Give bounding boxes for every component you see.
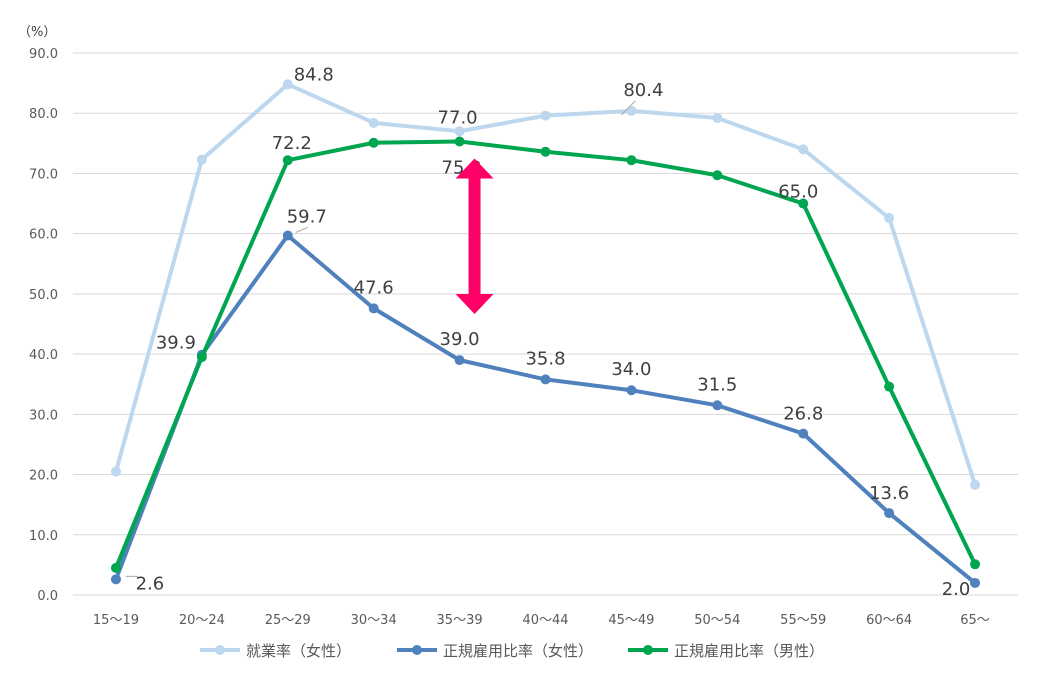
data-point (884, 508, 895, 519)
series-line (114, 82, 977, 486)
y-tick-label: 60.0 (29, 228, 58, 243)
series-regular-employment-male (110, 136, 981, 573)
label-leader-line (295, 227, 308, 233)
y-tick-label: 0.0 (37, 589, 58, 604)
x-axis-ticks: 15〜19 20〜24 25〜29 30〜34 35〜39 40〜44 45〜49 50〜54… (93, 613, 990, 628)
series-regular-employment-female (110, 230, 981, 588)
data-label-layer: 84.8 77.0 80.4 2.6 39.9 59.7 47.6 39.0 35.8 34.0 3… (125, 64, 971, 600)
data-label: 35.8 (525, 348, 565, 369)
data-point (368, 303, 379, 314)
data-label: 77.0 (438, 107, 478, 128)
y-axis-ticks: 0.0 10.0 20.0 30.0 40.0 50.0 60.0 70.0 80.0 90.0 (29, 47, 58, 604)
data-point (368, 137, 379, 148)
data-point (884, 381, 895, 392)
legend-swatch-marker (412, 645, 422, 655)
y-tick-label: 50.0 (29, 288, 58, 303)
label-leader-line (621, 100, 636, 116)
y-tick-label: 20.0 (29, 469, 58, 484)
x-tick-label: 65〜 (960, 613, 990, 628)
data-label: 47.6 (354, 277, 394, 298)
data-label: 39.0 (440, 329, 480, 350)
data-point (196, 154, 207, 165)
data-point (110, 466, 121, 477)
data-label: 13.6 (869, 483, 909, 504)
data-point (626, 105, 637, 116)
data-point (970, 577, 981, 588)
data-point (798, 144, 809, 155)
data-point (282, 155, 293, 166)
series-employment-rate-female (110, 79, 981, 490)
data-point (712, 170, 723, 181)
y-tick-label: 70.0 (29, 167, 58, 182)
x-tick-label: 50〜54 (694, 613, 740, 628)
legend-item-employment-rate-female: 就業率（女性） (200, 642, 351, 660)
data-point (712, 113, 723, 124)
data-label: 31.5 (697, 374, 737, 395)
data-point (368, 117, 379, 128)
data-point (110, 562, 121, 573)
data-point (454, 136, 465, 147)
data-point (798, 428, 809, 439)
data-label: 84.8 (294, 64, 334, 85)
legend-item-regular-employment-female: 正規雇用比率（女性） (397, 642, 593, 660)
data-label: 80.4 (623, 80, 663, 101)
x-tick-label: 55〜59 (780, 613, 826, 628)
data-point (626, 385, 637, 396)
legend-label: 正規雇用比率（女性） (443, 642, 593, 660)
data-point (884, 213, 895, 224)
x-tick-label: 40〜44 (522, 613, 568, 628)
legend-item-regular-employment-male: 正規雇用比率（男性） (628, 642, 824, 660)
x-tick-label: 20〜24 (179, 613, 225, 628)
data-label: 39.9 (156, 333, 196, 354)
legend: 就業率（女性） 正規雇用比率（女性） 正規雇用比率（男性） (200, 642, 824, 660)
unit-label: （%） (18, 25, 56, 40)
y-tick-label: 90.0 (29, 47, 58, 62)
y-tick-label: 10.0 (29, 529, 58, 544)
legend-swatch-marker (643, 645, 653, 655)
data-point (970, 559, 981, 570)
series-line (114, 233, 977, 585)
data-point (196, 352, 207, 363)
data-label: 72.2 (272, 133, 312, 154)
data-label: 59.7 (287, 206, 327, 227)
data-point (282, 79, 293, 90)
x-tick-label: 30〜34 (351, 613, 397, 628)
data-label: 2.6 (136, 573, 165, 594)
data-label: 65.0 (778, 182, 818, 203)
data-label: 34.0 (611, 359, 651, 380)
data-point (282, 230, 293, 241)
x-tick-label: 35〜39 (437, 613, 483, 628)
legend-swatch-marker (215, 645, 225, 655)
data-point (110, 574, 121, 585)
data-point (970, 479, 981, 490)
data-label: 2.0 (942, 579, 971, 600)
y-tick-label: 30.0 (29, 408, 58, 423)
data-point (454, 126, 465, 137)
x-tick-label: 25〜29 (265, 613, 311, 628)
data-point (540, 146, 551, 157)
data-label: 26.8 (783, 404, 823, 425)
double-arrow-annotation (455, 158, 494, 314)
data-point (540, 110, 551, 121)
x-tick-label: 15〜19 (93, 613, 139, 628)
data-point (454, 355, 465, 366)
y-tick-label: 40.0 (29, 348, 58, 363)
annotation-layer (455, 158, 494, 314)
x-tick-label: 60〜64 (866, 613, 912, 628)
y-tick-label: 80.0 (29, 107, 58, 122)
data-point (626, 155, 637, 166)
series-layer (110, 79, 981, 588)
data-point (798, 198, 809, 209)
legend-label: 正規雇用比率（男性） (674, 642, 824, 660)
data-point (712, 400, 723, 411)
legend-label: 就業率（女性） (246, 642, 351, 660)
x-tick-label: 45〜49 (608, 613, 654, 628)
data-point (540, 374, 551, 385)
